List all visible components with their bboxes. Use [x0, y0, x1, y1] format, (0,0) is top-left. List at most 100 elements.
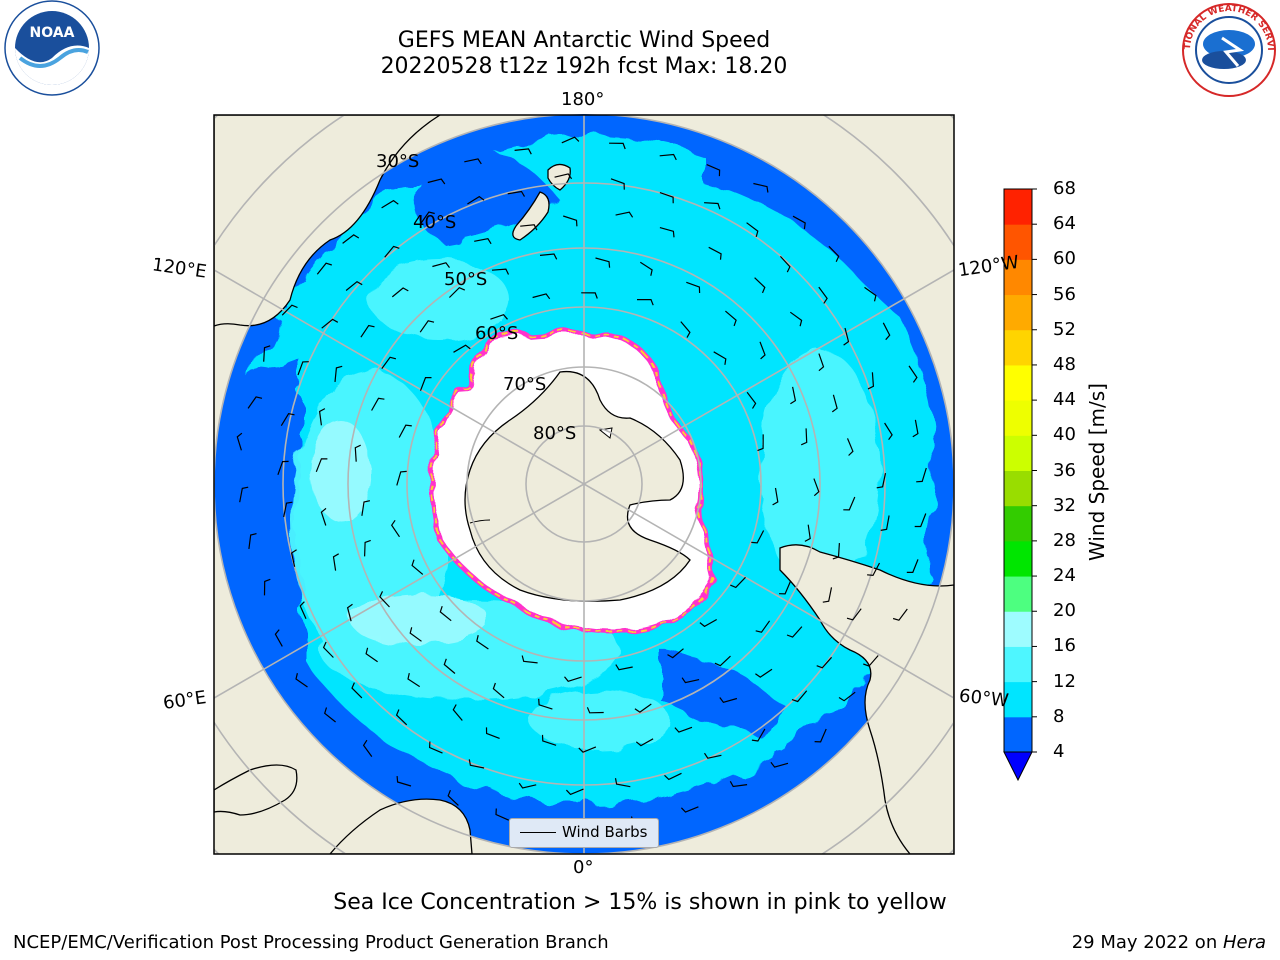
wind-barb	[476, 635, 489, 650]
wind-barb	[448, 286, 466, 298]
wind-barb	[318, 408, 326, 426]
noaa-logo-icon: NOAA	[4, 0, 100, 96]
wind-barb	[639, 261, 653, 276]
wind-barb	[800, 428, 808, 446]
map-frame	[213, 114, 955, 855]
wind-barb	[263, 578, 271, 596]
wind-barb	[838, 691, 856, 702]
wind-barb	[263, 345, 271, 362]
lat-label-50s: 50°S	[444, 269, 488, 290]
lat-label-30s: 30°S	[376, 151, 420, 172]
wind-barb	[365, 647, 378, 663]
wind-barb	[674, 726, 693, 733]
wind-barb	[686, 281, 701, 294]
wind-barb	[818, 286, 828, 304]
wind-barb	[581, 292, 598, 299]
wind-barb	[345, 280, 363, 291]
wind-barb	[706, 164, 721, 177]
colorbar-tick-label: 64	[1053, 213, 1076, 235]
wind-barb	[281, 304, 298, 316]
wind-barb	[680, 321, 691, 338]
wind-barb	[699, 618, 717, 628]
map-title: GEFS MEAN Antarctic Wind Speed	[397, 28, 771, 53]
wind-barb	[407, 672, 421, 688]
wind-barb	[884, 422, 893, 441]
wind-barb	[490, 314, 508, 320]
wind-barb	[914, 513, 927, 528]
wind-barb	[864, 286, 877, 302]
wind-barb	[757, 434, 764, 452]
colorbar-bin	[1004, 505, 1032, 542]
wind-barb	[554, 173, 573, 180]
wind-barb	[315, 458, 328, 473]
svg-text:NOAA: NOAA	[30, 25, 75, 41]
wind-barb	[751, 530, 765, 544]
wind-barb	[520, 224, 538, 231]
wind-barb	[395, 709, 408, 726]
nws-logo-icon: NATIONAL WEATHER SERVICE	[1178, 0, 1276, 97]
colorbar-tick-label: 4	[1053, 741, 1065, 762]
wind-barb	[447, 789, 459, 806]
wind-barb	[609, 142, 626, 150]
wind-barb	[876, 472, 887, 489]
colorbar-tick-label: 8	[1053, 705, 1065, 727]
wind-barb	[714, 655, 731, 667]
wind-barb	[398, 424, 412, 438]
wind-barb	[439, 606, 452, 622]
map-legend: Wind Barbs	[509, 818, 659, 848]
colorbar	[1003, 188, 1037, 782]
wind-barb	[453, 344, 471, 353]
wind-barb	[354, 444, 361, 462]
wind-barb	[563, 215, 578, 227]
wind-barb	[831, 394, 838, 413]
colorbar-tick-label: 20	[1053, 600, 1076, 622]
wind-barb	[586, 707, 604, 714]
wind-barb	[659, 192, 674, 204]
wind-barb	[615, 211, 634, 218]
wind-barb	[789, 311, 803, 327]
wind-barb	[361, 500, 371, 516]
wind-barbs	[236, 136, 927, 831]
wind-barb	[755, 668, 773, 678]
wind-barb	[452, 704, 463, 721]
wind-barb	[277, 460, 289, 476]
wind-barb	[239, 486, 249, 503]
wind-barb	[491, 268, 510, 275]
footer-date: 29 May 2022 on Hera	[1072, 932, 1266, 953]
wind-barb	[316, 262, 332, 275]
wind-barb	[790, 386, 797, 405]
colorbar-tick-label: 36	[1053, 459, 1076, 481]
wind-barb	[419, 377, 432, 391]
lon-label-0: 0°	[573, 857, 594, 878]
colorbar-tick-label: 28	[1053, 529, 1076, 551]
wind-barb	[730, 576, 746, 589]
wind-barb	[381, 356, 397, 369]
wind-barb	[274, 629, 283, 647]
wind-barb	[822, 587, 833, 603]
colorbar-bin	[1004, 364, 1032, 401]
wind-barb	[843, 327, 850, 346]
colorbar-bin	[1004, 189, 1032, 225]
wind-barb	[786, 626, 803, 638]
wind-barb	[892, 608, 908, 621]
wind-barb	[283, 501, 293, 518]
wind-barb	[532, 293, 551, 300]
legend-label: Wind Barbs	[562, 823, 648, 841]
wind-barb	[659, 227, 675, 238]
wind-barb	[295, 673, 308, 688]
wind-barb	[299, 601, 307, 619]
wind-barb	[846, 438, 854, 456]
wind-barb	[561, 136, 580, 144]
wind-barb	[779, 255, 791, 273]
wind-barb	[428, 741, 443, 754]
colorbar-bin	[1004, 224, 1032, 260]
wind-barb	[391, 287, 409, 298]
wind-barb	[832, 543, 840, 560]
wind-barb	[659, 153, 677, 161]
wind-barb	[615, 664, 633, 671]
wind-barb	[420, 211, 435, 224]
wind-barb	[443, 658, 456, 674]
wind-barb	[467, 195, 485, 205]
wind-barb	[804, 524, 811, 542]
